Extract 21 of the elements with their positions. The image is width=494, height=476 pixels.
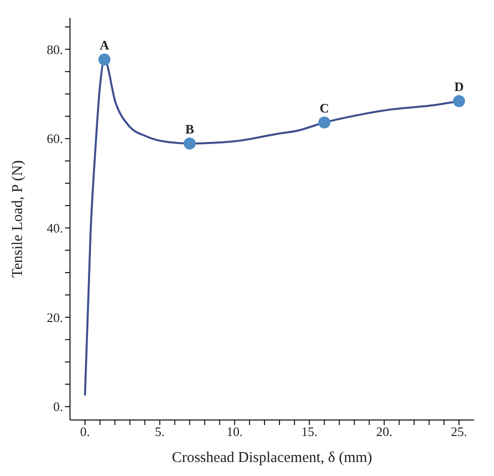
y-axis-title: Tensile Load, P (N) [10,160,26,278]
x-tick-label: 20. [376,424,392,440]
annotation: D [454,79,464,94]
y-tick-label: 40. [46,220,63,236]
x-tick-label: 0. [80,424,90,440]
point [98,54,110,66]
y-tick-label: 80. [46,42,63,57]
y-tick-label: 60. [46,131,63,146]
annotation: B [185,122,194,137]
x-tick-label: 5. [154,424,165,440]
annotation: C [320,100,330,116]
x-tick-label: 10. [226,424,243,440]
x-axis-title: Crosshead Displacement, δ (mm) [172,450,372,466]
y-tick-label: 20. [46,310,63,325]
x-tick-label: 25. [450,424,468,440]
annotation: A [100,38,110,53]
x-tick-label: 15. [301,424,318,440]
point [184,138,196,150]
y-tick-label: 0. [53,399,63,414]
point [318,116,330,129]
point [453,95,466,108]
